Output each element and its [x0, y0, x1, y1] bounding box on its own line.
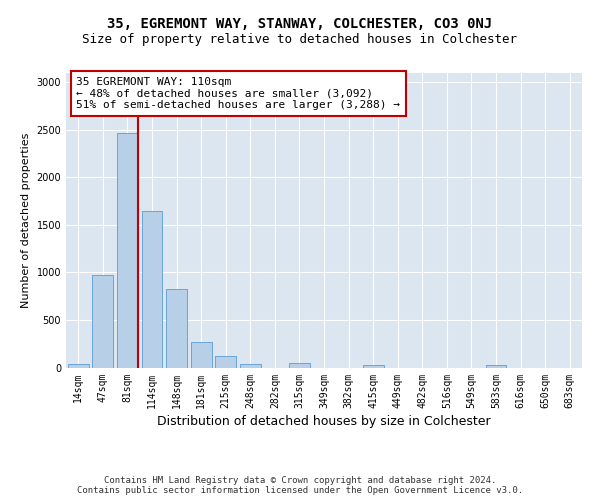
Bar — [485, 365, 506, 368]
Text: 35, EGREMONT WAY, STANWAY, COLCHESTER, CO3 0NJ: 35, EGREMONT WAY, STANWAY, COLCHESTER, C… — [107, 18, 493, 32]
Text: 35 EGREMONT WAY: 110sqm
← 48% of detached houses are smaller (3,092)
51% of semi: 35 EGREMONT WAY: 110sqm ← 48% of detache… — [76, 77, 400, 110]
Bar — [215, 356, 236, 368]
Y-axis label: Number of detached properties: Number of detached properties — [21, 132, 31, 308]
Text: Contains HM Land Registry data © Crown copyright and database right 2024.
Contai: Contains HM Land Registry data © Crown c… — [77, 476, 523, 495]
Bar — [240, 364, 261, 368]
Bar — [166, 288, 187, 368]
Text: Size of property relative to detached houses in Colchester: Size of property relative to detached ho… — [83, 32, 517, 46]
Bar — [362, 365, 383, 368]
Bar — [191, 342, 212, 367]
Bar — [68, 364, 89, 368]
Bar — [289, 362, 310, 368]
Bar — [117, 134, 138, 368]
Bar — [92, 274, 113, 368]
Bar — [142, 212, 163, 368]
X-axis label: Distribution of detached houses by size in Colchester: Distribution of detached houses by size … — [157, 414, 491, 428]
